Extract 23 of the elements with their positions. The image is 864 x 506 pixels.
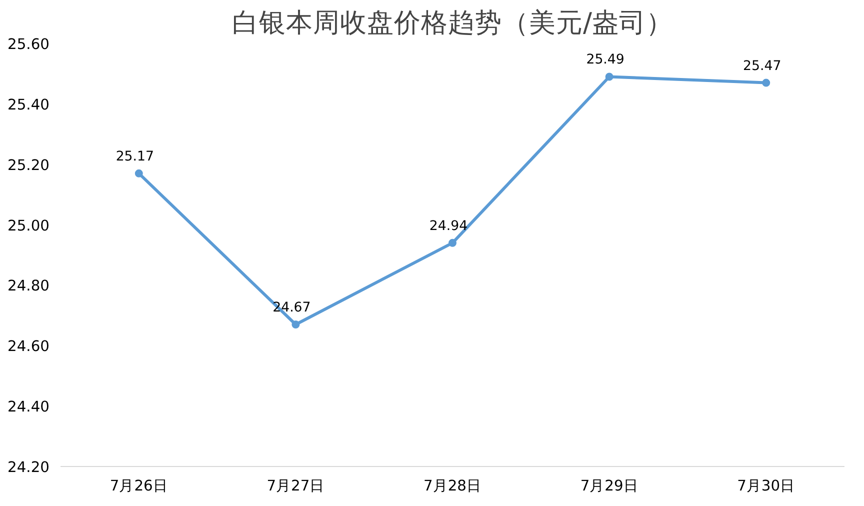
y-tick-label: 24.40 [8,398,50,416]
data-label: 25.49 [586,52,624,68]
y-tick-label: 25.60 [8,36,50,53]
chart-title: 白银本周收盘价格趋势（美元/盎司） [232,8,673,38]
x-tick-label: 7月27日 [266,478,325,494]
data-label: 25.17 [116,149,154,164]
y-tick-label: 25.00 [8,217,50,234]
x-tick-label: 7月30日 [737,478,796,494]
point [762,78,770,87]
y-tick-label: 25.20 [8,156,50,174]
data-label: 25.47 [743,58,782,74]
data-label: 24.94 [429,218,468,234]
x-tick-label: 7月29日 [580,478,638,494]
point [134,169,143,178]
point [292,320,300,328]
y-tick-label: 25.40 [8,96,50,114]
point [605,72,614,81]
y-tick-label: 24.20 [8,459,50,476]
x-tick-label: 7月26日 [110,478,168,494]
y-tick-label: 24.80 [8,278,50,295]
y-tick-label: 24.60 [8,338,50,356]
point [448,238,456,247]
x-tick-label: 7月28日 [424,478,482,494]
